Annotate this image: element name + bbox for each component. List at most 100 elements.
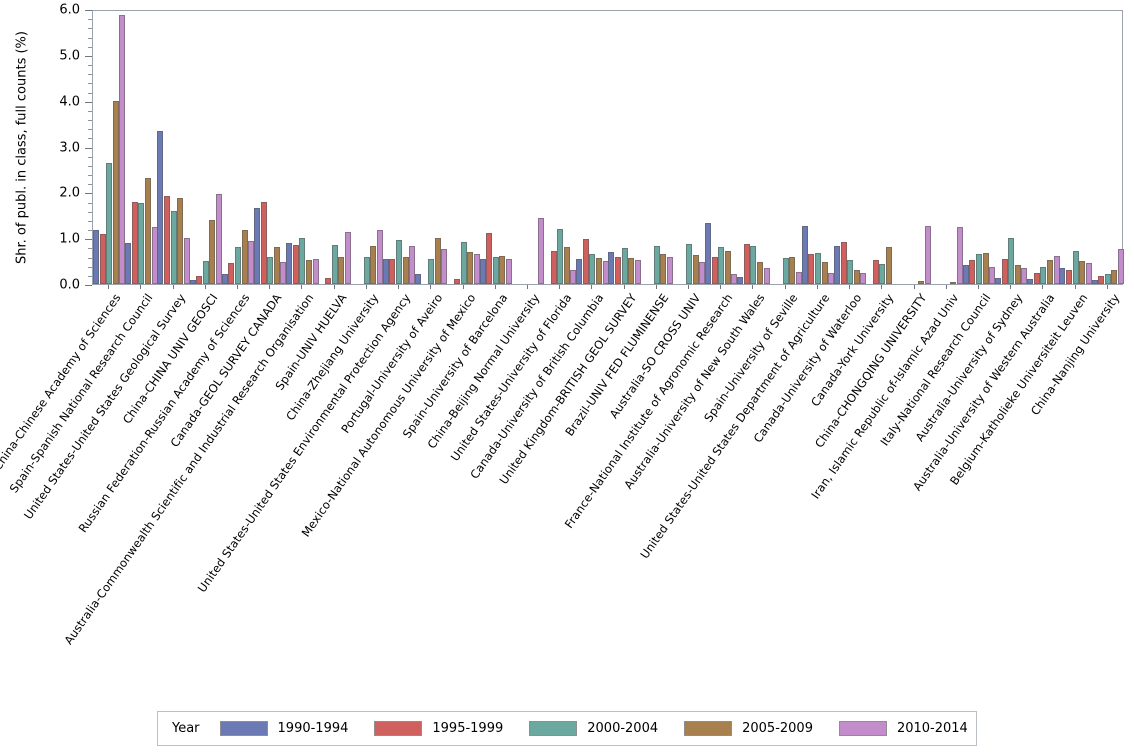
bar xyxy=(409,245,416,284)
bar xyxy=(840,241,847,284)
bar-group xyxy=(157,11,190,284)
x-axis-tick-mark xyxy=(1010,285,1012,289)
bar-group xyxy=(898,11,931,284)
bar xyxy=(847,259,854,284)
bar-group xyxy=(92,11,126,284)
bar xyxy=(292,245,299,284)
bar xyxy=(879,263,886,284)
bar xyxy=(743,243,750,284)
bar xyxy=(1066,270,1073,284)
bar-group xyxy=(770,11,802,284)
bar xyxy=(183,238,190,284)
bar-group xyxy=(673,11,706,284)
bar xyxy=(1072,251,1079,284)
bar-group xyxy=(1027,11,1060,284)
bar xyxy=(479,258,486,284)
bar xyxy=(177,197,184,284)
bar-group xyxy=(221,11,255,284)
x-axis-tick-mark xyxy=(204,285,206,289)
bar xyxy=(1053,256,1060,284)
y-axis-tick-label: 1.0 xyxy=(59,231,80,247)
legend-entry[interactable]: 2005-2009 xyxy=(684,721,813,736)
bar-group xyxy=(576,11,609,284)
bar xyxy=(1059,267,1066,284)
y-axis-tick-label: 3.0 xyxy=(59,140,80,155)
bar xyxy=(1085,262,1092,284)
bar xyxy=(924,225,931,284)
bar xyxy=(718,247,725,284)
bar xyxy=(1098,275,1105,284)
y-axis-minor-tick-mark xyxy=(88,28,92,30)
bar xyxy=(505,258,512,284)
x-axis-tick-mark xyxy=(1042,285,1044,289)
bar xyxy=(634,259,641,284)
y-axis-tick-mark xyxy=(85,147,92,149)
legend-entry[interactable]: 1990-1994 xyxy=(219,721,348,736)
bar xyxy=(828,272,835,284)
bar xyxy=(363,257,370,284)
bar-group xyxy=(382,11,416,284)
bar xyxy=(582,239,589,284)
legend-entry[interactable]: 1995-1999 xyxy=(374,721,503,736)
bar xyxy=(860,272,867,284)
bar xyxy=(576,258,583,284)
legend-label: 2005-2009 xyxy=(742,721,813,736)
bar xyxy=(306,259,313,284)
bar xyxy=(550,251,557,284)
legend-title: Year xyxy=(172,721,200,736)
x-axis-tick-mark xyxy=(913,285,915,289)
x-axis-tick-mark xyxy=(591,285,593,289)
y-axis-minor-tick-mark xyxy=(88,19,92,21)
bar xyxy=(299,238,306,284)
y-axis-minor-tick-mark xyxy=(88,165,92,167)
y-axis-minor-tick-mark xyxy=(88,120,92,121)
bar xyxy=(144,178,151,284)
y-axis-tick-label: 5.0 xyxy=(59,48,80,64)
bar xyxy=(1040,267,1047,284)
bar xyxy=(995,277,1002,284)
bar xyxy=(795,272,802,284)
bar-group xyxy=(286,11,319,284)
legend-entries: 1990-1994 1995-1999 2000-2004 2005-2009 2010… xyxy=(219,721,994,736)
bar xyxy=(595,257,602,284)
bar xyxy=(1079,261,1086,284)
bar xyxy=(608,251,615,284)
bar xyxy=(1104,274,1111,284)
bar xyxy=(711,256,718,284)
bar xyxy=(389,258,396,284)
bar-group xyxy=(544,11,577,284)
bar xyxy=(151,227,158,284)
x-axis-tick-mark xyxy=(462,285,464,289)
bar xyxy=(99,233,106,284)
bar xyxy=(396,240,403,284)
bar xyxy=(589,254,596,284)
bar xyxy=(338,256,345,284)
legend-entry[interactable]: 2010-2014 xyxy=(838,721,968,736)
bar xyxy=(92,229,99,284)
x-axis-tick-mark xyxy=(655,285,657,289)
bar xyxy=(273,247,280,284)
bar-group xyxy=(512,11,545,284)
bar xyxy=(692,255,699,284)
bar xyxy=(801,225,808,284)
bar-group xyxy=(447,11,480,284)
bar xyxy=(1091,280,1098,284)
y-axis-tick-mark xyxy=(85,10,92,11)
y-axis-tick-label: 4.0 xyxy=(59,94,80,110)
bar xyxy=(1033,273,1040,284)
bar xyxy=(821,262,828,284)
bar-group xyxy=(189,11,222,284)
legend-entry[interactable]: 2000-2004 xyxy=(529,721,658,736)
bar xyxy=(189,280,196,284)
bar xyxy=(950,281,957,284)
bar xyxy=(453,278,460,284)
bar xyxy=(563,247,570,284)
bar xyxy=(234,246,241,284)
bar-group xyxy=(801,11,835,284)
bar xyxy=(956,226,963,284)
legend-swatch xyxy=(529,721,578,736)
y-axis-minor-tick-mark xyxy=(88,129,92,131)
bar xyxy=(473,254,480,284)
bar xyxy=(325,277,332,284)
bar xyxy=(157,130,164,284)
